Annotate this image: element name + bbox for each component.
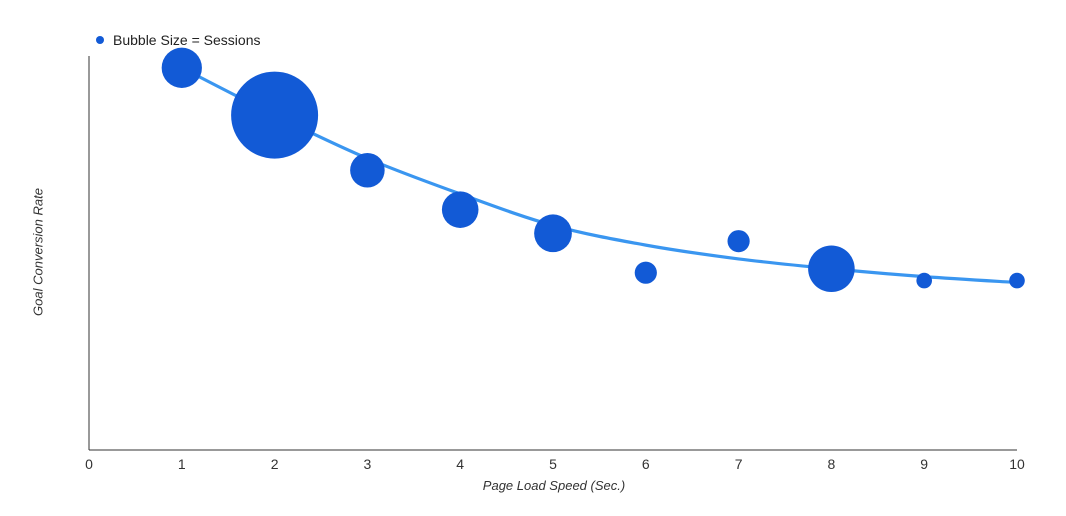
x-tick-label-layer: 0 1 2 3 4 5 6 7 8 9 10 <box>85 456 1025 472</box>
bubble-point <box>634 261 657 284</box>
x-tick-label: 1 <box>178 456 186 472</box>
x-tick-label: 3 <box>364 456 372 472</box>
bubble-point <box>727 230 750 253</box>
x-tick-label: 10 <box>1009 456 1025 472</box>
y-axis-title: Goal Conversion Rate <box>30 188 46 316</box>
bubble-point <box>1009 272 1025 289</box>
legend: Bubble Size = Sessions <box>96 30 260 50</box>
legend-label: Bubble Size = Sessions <box>113 32 261 48</box>
bubble-point <box>350 152 385 188</box>
bubble-layer <box>161 47 1025 293</box>
chart-axes <box>88 56 1017 451</box>
x-tick-label: 4 <box>456 456 464 472</box>
x-axis-title: Page Load Speed (Sec.) <box>482 478 626 493</box>
x-tick-label: 7 <box>735 456 743 472</box>
bubble-point <box>231 71 319 159</box>
bubble-point <box>441 191 479 228</box>
x-tick-label: 8 <box>828 456 836 472</box>
legend-bubble-icon <box>96 36 104 44</box>
bubble-point <box>808 245 855 293</box>
bubble-point <box>534 214 572 253</box>
x-tick-label: 2 <box>271 456 279 472</box>
x-tick-label: 0 <box>85 456 93 472</box>
bubble-point <box>161 47 202 88</box>
bubble-point <box>916 272 932 289</box>
x-tick-label: 6 <box>642 456 650 472</box>
x-tick-label: 5 <box>549 456 557 472</box>
x-tick-label: 9 <box>920 456 928 472</box>
